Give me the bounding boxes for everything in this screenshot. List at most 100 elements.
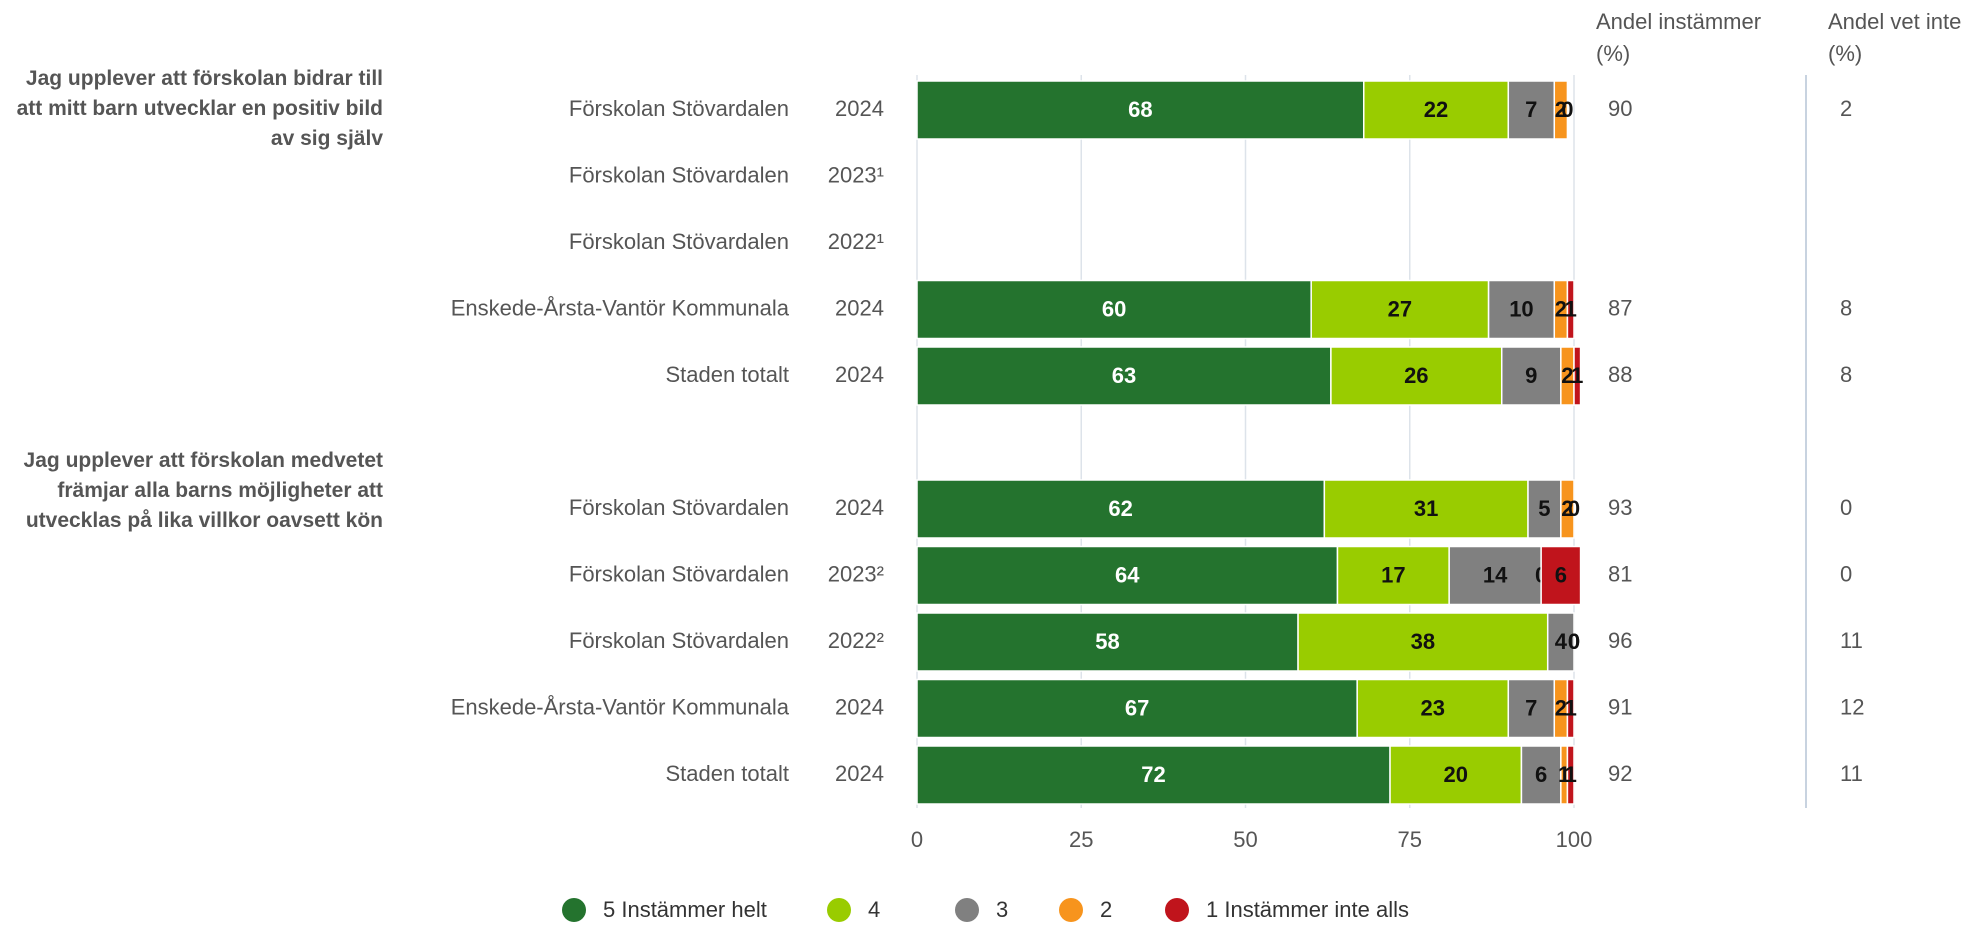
bar-label: 27: [1388, 296, 1412, 321]
bar-segment: [1507, 678, 1556, 739]
agree-value: 91: [1608, 694, 1632, 719]
x-tick-label: 0: [911, 827, 923, 852]
bar-label: 22: [1424, 97, 1448, 122]
agree-value: 81: [1608, 561, 1632, 586]
bar-label: 2: [1561, 363, 1573, 388]
legend-marker: [562, 898, 586, 922]
legend-label: 2: [1100, 897, 1112, 922]
category-label: Enskede-Årsta-Vantör Kommunala: [451, 295, 790, 320]
bar-label: 0: [1568, 496, 1580, 521]
bar-segment: [1507, 80, 1556, 140]
bar-segment: [1553, 80, 1569, 140]
x-tick-label: 25: [1069, 827, 1093, 852]
legend-label: 3: [996, 897, 1008, 922]
bar-label: 9: [1525, 363, 1537, 388]
agree-value: 93: [1608, 495, 1632, 520]
bar-label: 7: [1525, 695, 1537, 720]
bar-label: 4: [1555, 629, 1568, 654]
bar-segment: [1323, 479, 1529, 539]
category-label: Förskolan Stövardalen: [569, 229, 789, 254]
bar-label: 1: [1565, 762, 1577, 787]
bar-segment: [1520, 745, 1562, 805]
category-label: Staden totalt: [665, 362, 789, 387]
bar-segment: [916, 545, 1339, 606]
x-tick-label: 75: [1398, 827, 1422, 852]
bar-label: 10: [1509, 296, 1533, 321]
dont-know-value: 0: [1840, 495, 1852, 520]
agree-value: 87: [1608, 295, 1632, 320]
bar-label: 58: [1095, 629, 1119, 654]
group-title: Jag upplever att förskolan medvetet främ…: [23, 449, 383, 532]
dont-know-value: 12: [1840, 694, 1864, 719]
bar-label: 31: [1414, 496, 1438, 521]
legend-label: 1 Instämmer inte alls: [1206, 897, 1409, 922]
x-tick-label: 50: [1233, 827, 1257, 852]
bar-label: 68: [1128, 97, 1152, 122]
bar-segment: [916, 479, 1326, 539]
bar-segment: [1448, 545, 1542, 606]
bar-segment: [1566, 678, 1575, 739]
bar-label: 2: [1555, 296, 1567, 321]
bar-label: 20: [1443, 762, 1467, 787]
bar-label: 0: [1561, 97, 1573, 122]
bar-label: 60: [1102, 296, 1126, 321]
bar-label: 5: [1538, 496, 1550, 521]
bar-label: 1: [1565, 296, 1577, 321]
bar-label: 14: [1483, 562, 1508, 587]
category-label: Förskolan Stövardalen: [569, 96, 789, 121]
bar-segment: [916, 80, 1365, 140]
category-label: Enskede-Årsta-Vantör Kommunala: [451, 694, 790, 719]
year-label: 2024: [835, 96, 884, 121]
legend-marker: [955, 898, 979, 922]
agree-value: 90: [1608, 96, 1632, 121]
year-label: 2024: [835, 495, 884, 520]
year-label: 2024: [835, 694, 884, 719]
bar-label: 64: [1115, 562, 1140, 587]
category-label: Förskolan Stövardalen: [569, 561, 789, 586]
legend-marker: [1059, 898, 1083, 922]
column-title: Andel instämmer (%): [1596, 9, 1762, 66]
year-label: 2024: [835, 362, 884, 387]
year-label: 2022²: [828, 628, 884, 653]
group-title: Jag upplever att förskolan bidrar till a…: [16, 67, 383, 150]
year-label: 2024: [835, 761, 884, 786]
bar-segment: [1573, 346, 1582, 406]
legend-marker: [827, 898, 851, 922]
bar-segment: [1546, 612, 1575, 672]
bar-label: 17: [1381, 562, 1405, 587]
bar-segment: [1566, 745, 1575, 805]
bar-label: 23: [1421, 695, 1445, 720]
dont-know-value: 8: [1840, 362, 1852, 387]
dont-know-value: 11: [1840, 761, 1863, 786]
bar-segment: [1336, 545, 1450, 606]
bar-label: 7: [1525, 97, 1537, 122]
bar-segment: [1527, 479, 1562, 539]
bar-segment: [916, 279, 1312, 340]
legend-label: 4: [868, 897, 880, 922]
bar-segment: [1297, 612, 1549, 672]
bar-label: 38: [1411, 629, 1435, 654]
x-tick-label: 100: [1556, 827, 1593, 852]
bar-segment: [1500, 346, 1562, 406]
legend-label: 5 Instämmer helt: [603, 897, 767, 922]
bar-segment: [1310, 279, 1490, 340]
bar-label: 6: [1555, 562, 1567, 587]
bar-label: 1: [1565, 695, 1577, 720]
bar-segment: [1560, 479, 1575, 539]
bar-segment: [1566, 279, 1575, 340]
agree-value: 92: [1608, 761, 1632, 786]
dont-know-value: 0: [1840, 561, 1852, 586]
year-label: 2022¹: [828, 229, 884, 254]
bar-label: 72: [1141, 762, 1165, 787]
category-label: Förskolan Stövardalen: [569, 162, 789, 187]
dont-know-value: 11: [1840, 628, 1863, 653]
bar-label: 2: [1561, 496, 1573, 521]
bar-label: 26: [1404, 363, 1428, 388]
agree-value: 96: [1608, 628, 1632, 653]
bar-label: 2: [1555, 97, 1567, 122]
bar-segment: [916, 678, 1358, 739]
bar-label: 2: [1555, 695, 1567, 720]
category-label: Förskolan Stövardalen: [569, 628, 789, 653]
